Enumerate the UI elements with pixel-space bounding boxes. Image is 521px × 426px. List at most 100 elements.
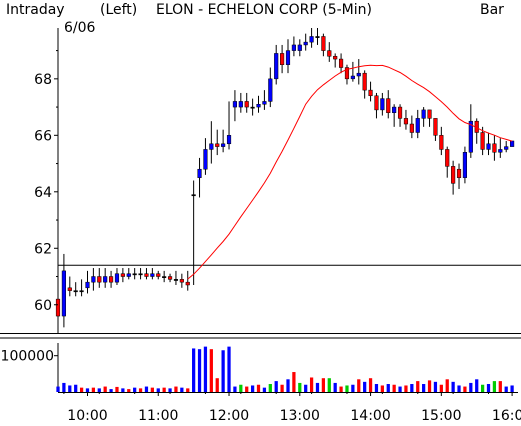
volume-bar bbox=[480, 384, 485, 392]
candle-body bbox=[197, 168, 202, 178]
volume-bar bbox=[398, 386, 402, 392]
volume-series bbox=[56, 346, 514, 392]
volume-bar bbox=[427, 380, 432, 392]
chart-style-label: Bar bbox=[480, 2, 504, 18]
volume-bar bbox=[56, 386, 60, 392]
candle-body bbox=[303, 41, 308, 46]
volume-bar bbox=[109, 389, 113, 392]
candle-body bbox=[439, 135, 444, 150]
candle-body bbox=[103, 276, 108, 283]
candle-body bbox=[433, 118, 438, 136]
volume-bar bbox=[162, 387, 166, 392]
price-tick-label: 64 bbox=[34, 185, 52, 201]
volume-bar bbox=[404, 385, 408, 392]
candle-body bbox=[510, 140, 515, 147]
volume-bar bbox=[392, 384, 396, 392]
candle-body bbox=[280, 53, 285, 65]
volume-bar bbox=[333, 382, 337, 392]
candle-body bbox=[215, 143, 220, 147]
candle-body bbox=[120, 273, 125, 277]
volume-bar bbox=[469, 382, 473, 392]
volume-bar bbox=[192, 348, 196, 392]
candle-body bbox=[492, 143, 497, 153]
volume-bar bbox=[363, 381, 367, 392]
candle-body bbox=[262, 101, 267, 105]
volume-bar bbox=[186, 388, 190, 392]
volume-bar bbox=[298, 382, 302, 392]
volume-bar bbox=[380, 385, 384, 392]
volume-bar bbox=[286, 379, 290, 392]
candle-body bbox=[451, 166, 456, 184]
candle-body bbox=[315, 36, 320, 38]
time-tick-label: 13:00 bbox=[280, 408, 320, 424]
candle-body bbox=[221, 143, 226, 147]
volume-tick-label: 100000 bbox=[1, 349, 54, 365]
candle-body bbox=[250, 106, 255, 109]
volume-bar bbox=[374, 384, 379, 392]
candlestick-series bbox=[55, 28, 515, 333]
candle-body bbox=[504, 146, 509, 150]
volume-bar bbox=[250, 385, 255, 392]
volume-bar bbox=[457, 385, 461, 392]
time-tick-label: 10:00 bbox=[67, 408, 107, 424]
candle-body bbox=[203, 149, 208, 170]
candle-body bbox=[108, 276, 114, 283]
candle-body bbox=[73, 290, 78, 293]
volume-bar bbox=[463, 386, 467, 392]
price-axis: 60 62 64 66 68 bbox=[34, 50, 58, 314]
volume-bar bbox=[486, 384, 491, 392]
candle-body bbox=[55, 298, 61, 317]
volume-bar bbox=[439, 384, 443, 392]
candle-body bbox=[380, 98, 385, 111]
candle-body bbox=[456, 168, 462, 178]
moving-average-layer bbox=[187, 64, 513, 280]
candle-body bbox=[167, 276, 173, 280]
volume-bar bbox=[262, 387, 267, 392]
candle-body bbox=[362, 72, 367, 91]
price-tick-label: 68 bbox=[34, 72, 52, 88]
volume-bar bbox=[345, 385, 349, 392]
volume-axis: 100000 bbox=[1, 349, 58, 365]
volume-bar bbox=[304, 384, 308, 392]
volume-bar bbox=[451, 381, 455, 392]
volume-bar bbox=[321, 378, 326, 392]
candle-body bbox=[114, 273, 120, 283]
candle-body bbox=[321, 36, 326, 51]
candle-body bbox=[392, 106, 397, 113]
candle-body bbox=[356, 72, 361, 77]
candle-body bbox=[297, 44, 302, 51]
candle-body bbox=[421, 109, 426, 119]
candle-body bbox=[138, 273, 143, 276]
candle-body bbox=[462, 152, 468, 178]
volume-bar bbox=[510, 385, 514, 392]
volume-bar bbox=[174, 386, 178, 392]
date-label: 6/06 bbox=[64, 20, 96, 36]
volume-bar bbox=[144, 386, 149, 392]
candle-body bbox=[61, 270, 66, 317]
candle-body bbox=[285, 50, 291, 65]
volume-bar bbox=[103, 386, 107, 392]
candle-body bbox=[79, 290, 84, 293]
volume-bar bbox=[115, 386, 119, 392]
time-tick-label: 14:00 bbox=[350, 408, 390, 424]
candle-body bbox=[256, 104, 261, 108]
candle-body bbox=[226, 135, 232, 145]
volume-bar bbox=[339, 386, 343, 392]
volume-bar bbox=[239, 384, 243, 392]
volume-bar bbox=[227, 346, 231, 392]
volume-bar bbox=[292, 372, 296, 392]
volume-bar bbox=[168, 388, 172, 392]
candle-body bbox=[191, 194, 196, 197]
volume-bar bbox=[504, 386, 508, 392]
candle-body bbox=[179, 279, 184, 283]
volume-bar bbox=[256, 384, 261, 392]
price-tick-label: 60 bbox=[34, 298, 52, 314]
candle-body bbox=[480, 132, 485, 150]
price-tick-label: 62 bbox=[34, 241, 52, 257]
volume-bar bbox=[280, 384, 284, 392]
volume-bar bbox=[245, 386, 249, 392]
candle-body bbox=[244, 101, 249, 108]
volume-bar bbox=[85, 388, 90, 392]
candle-body bbox=[132, 273, 137, 276]
